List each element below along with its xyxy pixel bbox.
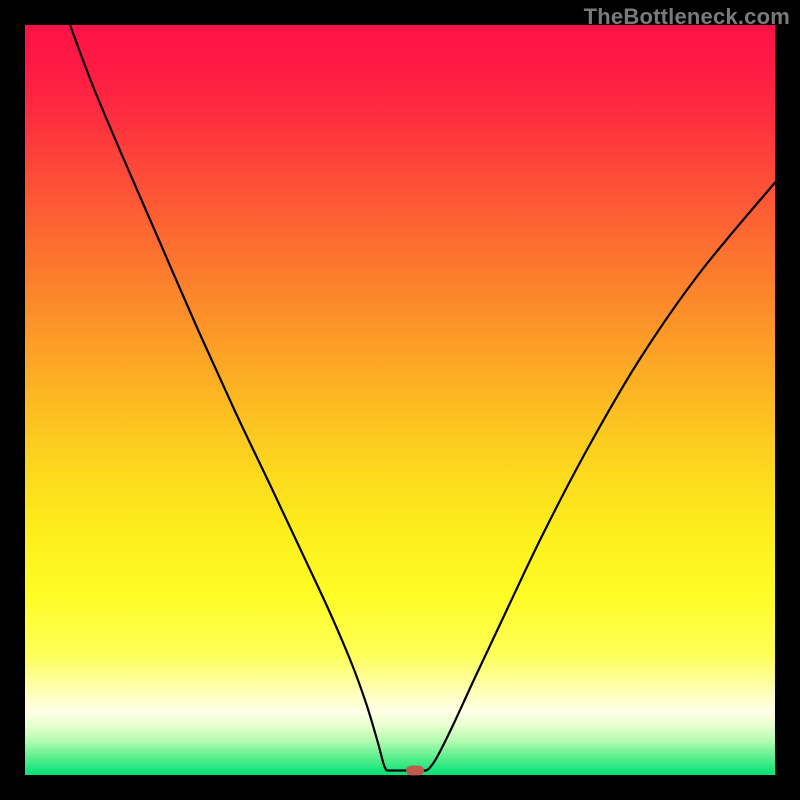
- chart-canvas: TheBottleneck.com: [0, 0, 800, 800]
- plot-background: [25, 25, 775, 775]
- watermark-text: TheBottleneck.com: [584, 4, 790, 30]
- optimal-point-marker: [406, 766, 424, 776]
- bottleneck-curve-plot: [0, 0, 800, 800]
